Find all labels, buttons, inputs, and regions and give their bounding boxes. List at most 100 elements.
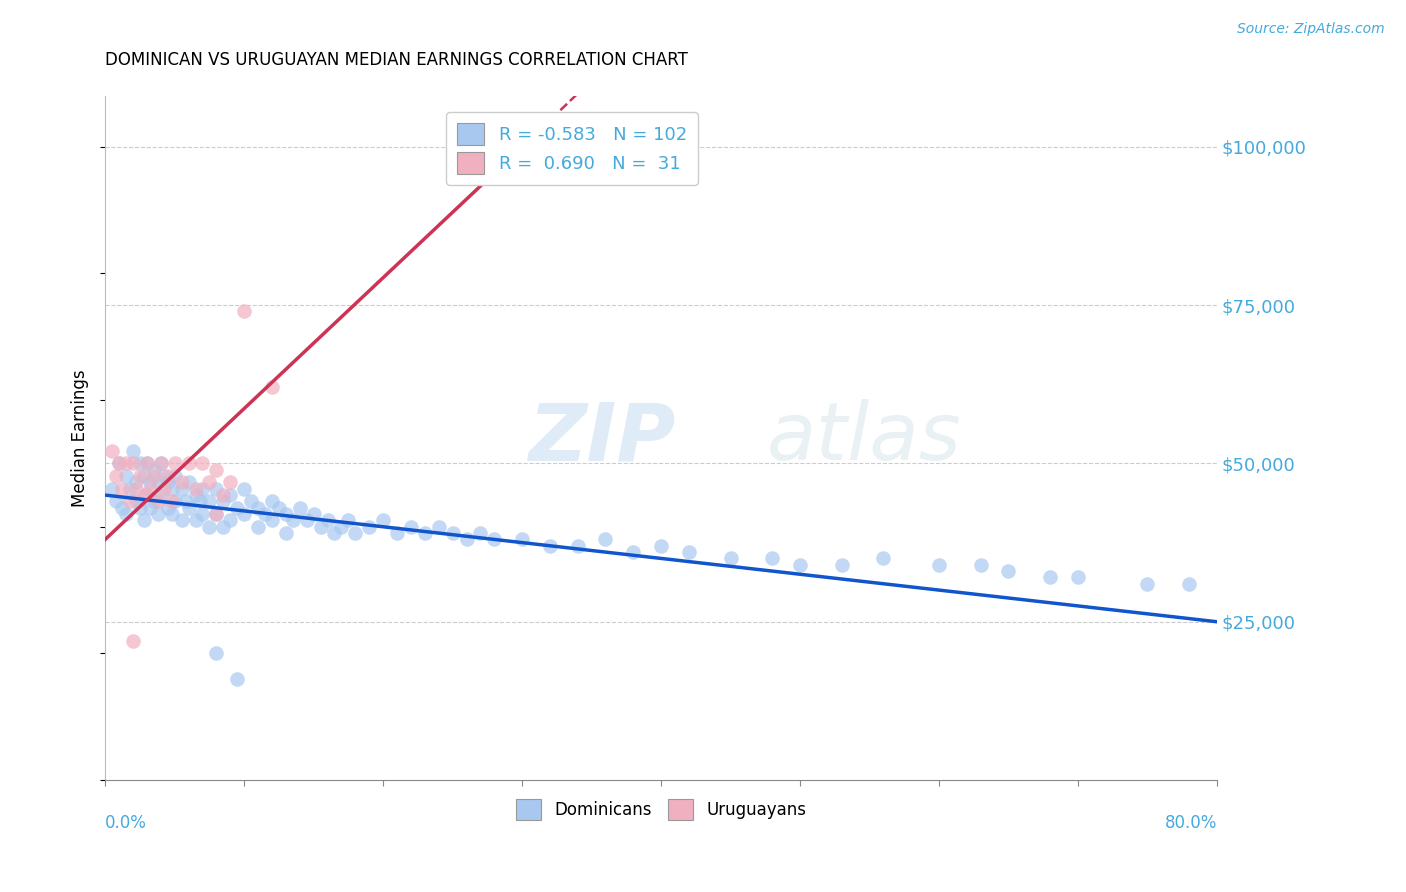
Point xyxy=(288,500,311,515)
Point xyxy=(163,457,186,471)
Point xyxy=(385,526,408,541)
Point xyxy=(831,558,853,572)
Point xyxy=(316,513,339,527)
Point xyxy=(247,520,270,534)
Point xyxy=(789,558,811,572)
Point xyxy=(260,380,283,394)
Point xyxy=(399,520,422,534)
Point xyxy=(344,526,367,541)
Point xyxy=(191,457,214,471)
Point xyxy=(1136,576,1159,591)
Point xyxy=(205,647,228,661)
Point xyxy=(170,482,193,496)
Point xyxy=(156,500,179,515)
Point xyxy=(678,545,700,559)
Point xyxy=(205,463,228,477)
Point xyxy=(156,475,179,490)
Point xyxy=(135,457,157,471)
Point xyxy=(595,533,617,547)
Point xyxy=(122,633,145,648)
Point xyxy=(1039,570,1062,584)
Text: atlas: atlas xyxy=(766,399,962,477)
Point xyxy=(138,475,160,490)
Point xyxy=(108,457,131,471)
Point xyxy=(125,482,148,496)
Point xyxy=(138,482,160,496)
Point xyxy=(120,482,142,496)
Point xyxy=(111,500,134,515)
Point xyxy=(212,494,235,508)
Point xyxy=(188,494,211,508)
Point xyxy=(149,457,172,471)
Point xyxy=(138,500,160,515)
Text: 80.0%: 80.0% xyxy=(1164,814,1218,832)
Point xyxy=(928,558,950,572)
Point xyxy=(441,526,464,541)
Point xyxy=(323,526,346,541)
Point xyxy=(177,475,200,490)
Point xyxy=(184,488,207,502)
Text: 0.0%: 0.0% xyxy=(105,814,148,832)
Point xyxy=(233,482,256,496)
Y-axis label: Median Earnings: Median Earnings xyxy=(72,369,89,507)
Point xyxy=(156,469,179,483)
Point xyxy=(129,500,152,515)
Point xyxy=(152,469,174,483)
Point xyxy=(267,500,290,515)
Point xyxy=(108,457,131,471)
Point xyxy=(198,475,221,490)
Point xyxy=(184,482,207,496)
Point xyxy=(174,494,197,508)
Point xyxy=(233,507,256,521)
Point xyxy=(170,513,193,527)
Point xyxy=(125,494,148,508)
Point xyxy=(142,494,165,508)
Point xyxy=(146,475,169,490)
Point xyxy=(302,507,325,521)
Point xyxy=(129,457,152,471)
Point xyxy=(129,469,152,483)
Point xyxy=(997,564,1019,578)
Point xyxy=(1067,570,1090,584)
Point xyxy=(184,513,207,527)
Point xyxy=(191,482,214,496)
Point xyxy=(233,304,256,318)
Point xyxy=(621,545,644,559)
Point xyxy=(142,463,165,477)
Point xyxy=(219,488,242,502)
Point xyxy=(105,494,128,508)
Point xyxy=(115,507,138,521)
Point xyxy=(146,494,169,508)
Point xyxy=(295,513,318,527)
Point xyxy=(122,443,145,458)
Point xyxy=(253,507,276,521)
Point xyxy=(226,500,249,515)
Point xyxy=(720,551,742,566)
Point xyxy=(373,513,395,527)
Text: Source: ZipAtlas.com: Source: ZipAtlas.com xyxy=(1237,22,1385,37)
Point xyxy=(115,457,138,471)
Point xyxy=(160,482,183,496)
Point xyxy=(226,672,249,686)
Point xyxy=(101,482,124,496)
Point xyxy=(134,469,156,483)
Point xyxy=(105,469,128,483)
Point xyxy=(205,507,228,521)
Point xyxy=(160,494,183,508)
Point xyxy=(142,469,165,483)
Point xyxy=(134,488,156,502)
Point xyxy=(309,520,332,534)
Point xyxy=(212,488,235,502)
Point xyxy=(198,494,221,508)
Point xyxy=(198,520,221,534)
Point xyxy=(240,494,263,508)
Point xyxy=(212,520,235,534)
Point xyxy=(1178,576,1201,591)
Point xyxy=(872,551,894,566)
Point xyxy=(427,520,450,534)
Point xyxy=(163,469,186,483)
Point xyxy=(274,526,297,541)
Point xyxy=(281,513,304,527)
Point xyxy=(484,533,506,547)
Point xyxy=(330,520,353,534)
